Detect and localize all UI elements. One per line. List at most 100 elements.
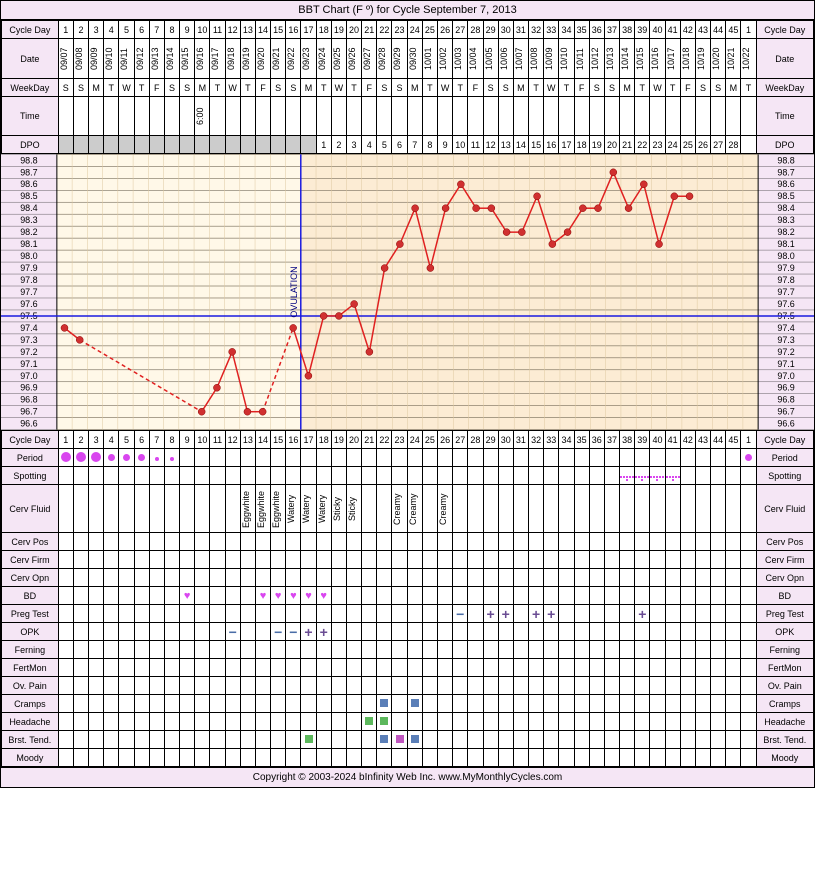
cell [498, 623, 513, 641]
cell [255, 713, 270, 731]
cell: Creamy [407, 485, 422, 533]
cell [559, 569, 574, 587]
cell [377, 97, 392, 136]
cell: S [58, 79, 73, 97]
cell: 29 [483, 431, 498, 449]
cell [316, 467, 331, 485]
cell [695, 623, 710, 641]
row-label: BD [756, 587, 813, 605]
cell [574, 659, 589, 677]
cell [559, 605, 574, 623]
cell [574, 749, 589, 767]
cell: S [392, 79, 407, 97]
cell [286, 677, 301, 695]
heart-icon: ♥ [184, 590, 191, 602]
row-label: Cramps [756, 695, 813, 713]
svg-text:97.3: 97.3 [777, 335, 794, 345]
cell [331, 713, 346, 731]
cell [271, 551, 286, 569]
cell: 8 [164, 431, 179, 449]
bbt-chart: BBT Chart (F º) for Cycle September 7, 2… [0, 0, 815, 788]
cell [574, 97, 589, 136]
cell [407, 677, 422, 695]
cell [513, 569, 528, 587]
cell [574, 605, 589, 623]
cell: 11 [210, 21, 225, 39]
cell [89, 587, 104, 605]
cell [104, 449, 119, 467]
cell [119, 136, 134, 154]
row-label: DPO [2, 136, 59, 154]
svg-text:97.3: 97.3 [20, 335, 37, 345]
cell [255, 569, 270, 587]
cell [301, 605, 316, 623]
cerv-pos-row: Cerv PosCerv Pos [2, 533, 814, 551]
cell [195, 659, 210, 677]
cell [240, 731, 255, 749]
cell [225, 449, 240, 467]
cell [620, 97, 635, 136]
cell [574, 713, 589, 731]
cell [741, 533, 756, 551]
cell [544, 533, 559, 551]
cell [104, 749, 119, 767]
cell [89, 713, 104, 731]
cell [180, 713, 195, 731]
cell: W [119, 79, 134, 97]
row-label: Spotting [2, 467, 59, 485]
cell [362, 677, 377, 695]
cell [695, 659, 710, 677]
row-label: Brst. Tend. [756, 731, 813, 749]
cell [286, 713, 301, 731]
cell: 34 [559, 431, 574, 449]
cell [741, 467, 756, 485]
cell [316, 731, 331, 749]
cell [604, 731, 619, 749]
cell [392, 641, 407, 659]
cell [453, 659, 468, 677]
cell [665, 695, 680, 713]
cell [255, 695, 270, 713]
cell: 6 [134, 431, 149, 449]
cell [589, 97, 604, 136]
cell [392, 449, 407, 467]
cell [271, 659, 286, 677]
cell [271, 677, 286, 695]
cell [346, 551, 361, 569]
cell: 26 [695, 136, 710, 154]
cell [589, 731, 604, 749]
cell [589, 551, 604, 569]
cell [665, 587, 680, 605]
cell: 10/18 [680, 39, 695, 79]
row-label: Cerv Firm [2, 551, 59, 569]
cell [392, 677, 407, 695]
cell [377, 695, 392, 713]
cell: T [240, 79, 255, 97]
row-label: Brst. Tend. [2, 731, 59, 749]
row-label: Cycle Day [2, 21, 59, 39]
cell [210, 623, 225, 641]
cell [726, 677, 741, 695]
cell [164, 569, 179, 587]
row-label: Date [756, 39, 813, 79]
cell [316, 449, 331, 467]
cell [620, 449, 635, 467]
cell [422, 533, 437, 551]
cell [180, 569, 195, 587]
cell [544, 569, 559, 587]
cell [635, 97, 650, 136]
svg-text:97.2: 97.2 [777, 347, 794, 357]
cell [589, 569, 604, 587]
cell [240, 695, 255, 713]
cell [301, 569, 316, 587]
cell [195, 467, 210, 485]
cell [377, 587, 392, 605]
cell: 21 [362, 21, 377, 39]
cell [468, 449, 483, 467]
cell [711, 695, 726, 713]
cell [195, 677, 210, 695]
cell: W [650, 79, 665, 97]
cell [437, 749, 452, 767]
cell [392, 467, 407, 485]
cell: + [498, 605, 513, 623]
